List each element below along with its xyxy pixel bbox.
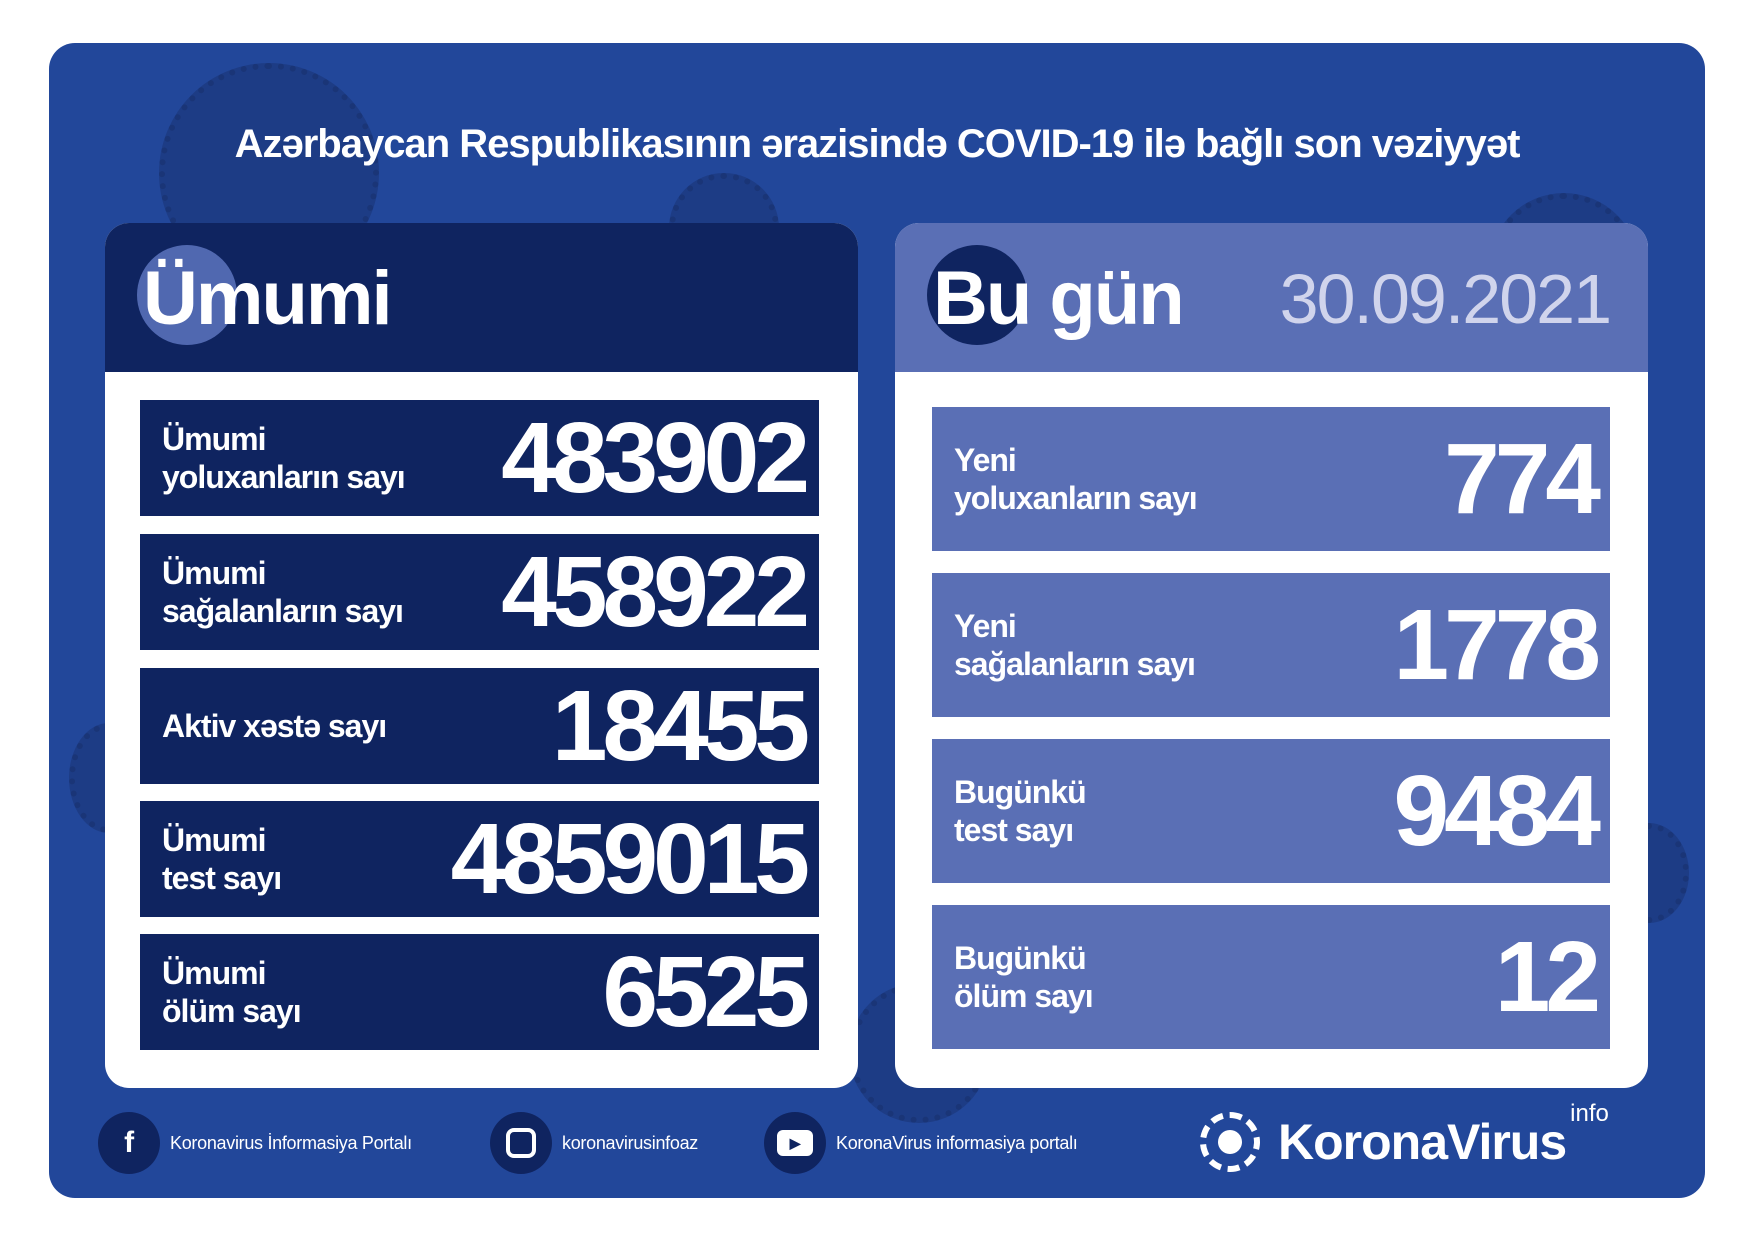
stat-label: sağalanların sayı xyxy=(162,593,404,629)
stat-label: Yeni xyxy=(954,608,1017,644)
stat-row: Ümumi test sayı 4859015 xyxy=(140,801,819,917)
stat-row: Aktiv xəstə sayı 18455 xyxy=(140,668,819,784)
stat-value: 6525 xyxy=(602,935,810,1048)
stat-label: test sayı xyxy=(954,812,1074,848)
facebook-label: Koronavirus İnformasiya Portalı xyxy=(170,1132,412,1153)
stat-row: Bugünkü test sayı 9484 xyxy=(932,739,1610,883)
stat-label: ölüm sayı xyxy=(954,978,1094,1014)
facebook-icon: f xyxy=(98,1112,160,1174)
stat-row: Ümumi yoluxanların sayı 483902 xyxy=(140,400,819,516)
stat-label: Ümumi xyxy=(162,421,266,457)
stat-value: 18455 xyxy=(551,669,810,782)
stat-label: Bugünkü xyxy=(954,940,1087,976)
stat-label: yoluxanların sayı xyxy=(162,459,406,495)
stat-label: Ümumi xyxy=(162,822,266,858)
koronavirus-logo: KoronaVirus info xyxy=(1200,1100,1609,1172)
logo-brand: KoronaVirus xyxy=(1278,1114,1567,1170)
stat-value: 1778 xyxy=(1393,588,1601,701)
stat-value: 483902 xyxy=(501,401,810,514)
stat-row: Yeni sağalanların sayı 1778 xyxy=(932,573,1610,717)
total-panel: Ümumi Ümumi yoluxanların sayı 483902 Ümum… xyxy=(105,223,858,1088)
youtube-link[interactable]: ▶ KoronaVirus informasiya portalı xyxy=(764,1112,1078,1174)
logo-sup: info xyxy=(1570,1100,1609,1127)
stat-label: Aktiv xəstə sayı xyxy=(162,708,387,744)
stat-label: test sayı xyxy=(162,860,282,896)
youtube-icon: ▶ xyxy=(764,1112,826,1174)
stat-label: yoluxanların sayı xyxy=(954,480,1198,516)
total-header: Ümumi xyxy=(105,223,858,372)
total-heading: Ümumi xyxy=(143,256,393,341)
virus-icon xyxy=(137,245,237,345)
youtube-label: KoronaVirus informasiya portalı xyxy=(836,1132,1078,1153)
virus-icon xyxy=(927,245,1027,345)
stat-row: Ümumi sağalanların sayı 458922 xyxy=(140,534,819,650)
today-panel: Bu gün 30.09.2021 Yeni yoluxanların sayı … xyxy=(895,223,1648,1088)
stat-label: Ümumi xyxy=(162,955,266,991)
footer: f Koronavirus İnformasiya Portalı korona… xyxy=(0,1100,1754,1176)
date-label: 30.09.2021 xyxy=(1279,260,1612,338)
stat-value: 12 xyxy=(1494,920,1601,1033)
today-header: Bu gün 30.09.2021 xyxy=(895,223,1648,372)
instagram-label: koronavirusinfoaz xyxy=(562,1132,698,1153)
stat-value: 4859015 xyxy=(450,802,810,915)
stat-row: Yeni yoluxanların sayı 774 xyxy=(932,407,1610,551)
stat-label: Bugünkü xyxy=(954,774,1087,810)
instagram-link[interactable]: koronavirusinfoaz xyxy=(490,1112,698,1174)
stat-row: Ümumi ölüm sayı 6525 xyxy=(140,934,819,1050)
stat-value: 774 xyxy=(1444,422,1601,535)
stat-value: 458922 xyxy=(501,535,810,648)
sun-logo-icon xyxy=(1200,1112,1260,1172)
stat-label: Ümumi xyxy=(162,555,266,591)
stat-label: Yeni xyxy=(954,442,1017,478)
today-heading: Bu gün xyxy=(933,256,1185,341)
stat-label: ölüm sayı xyxy=(162,993,302,1029)
stat-value: 9484 xyxy=(1393,754,1601,867)
instagram-icon xyxy=(490,1112,552,1174)
stat-label: sağalanların sayı xyxy=(954,646,1196,682)
facebook-link[interactable]: f Koronavirus İnformasiya Portalı xyxy=(98,1112,412,1174)
stat-row: Bugünkü ölüm sayı 12 xyxy=(932,905,1610,1049)
page-title: Azərbaycan Respublikasının ərazisində CO… xyxy=(234,122,1521,166)
